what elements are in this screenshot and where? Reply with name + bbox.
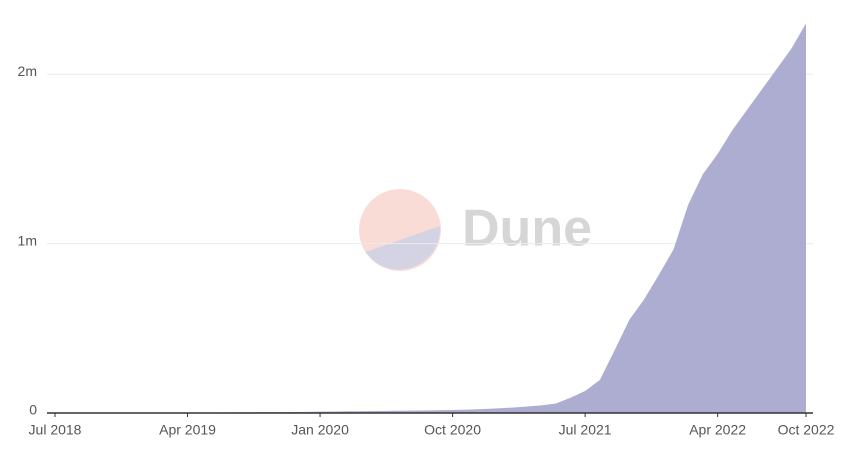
y-tick-label: 2m <box>18 63 37 79</box>
logo-half <box>365 226 441 270</box>
x-tick-label: Apr 2022 <box>689 422 746 438</box>
x-tick-label: Jan 2020 <box>291 422 349 438</box>
x-tick-label: Oct 2022 <box>778 422 835 438</box>
y-tick-label: 1m <box>18 232 37 248</box>
watermark-text: Dune <box>462 200 592 258</box>
x-tick-label: Jul 2021 <box>559 422 612 438</box>
area <box>55 23 806 413</box>
x-tick-label: Jul 2018 <box>29 422 82 438</box>
watermark-logo <box>359 189 441 271</box>
y-tick-label: 0 <box>29 402 37 418</box>
x-tick-label: Oct 2020 <box>424 422 481 438</box>
x-tick-label: Apr 2019 <box>159 422 216 438</box>
